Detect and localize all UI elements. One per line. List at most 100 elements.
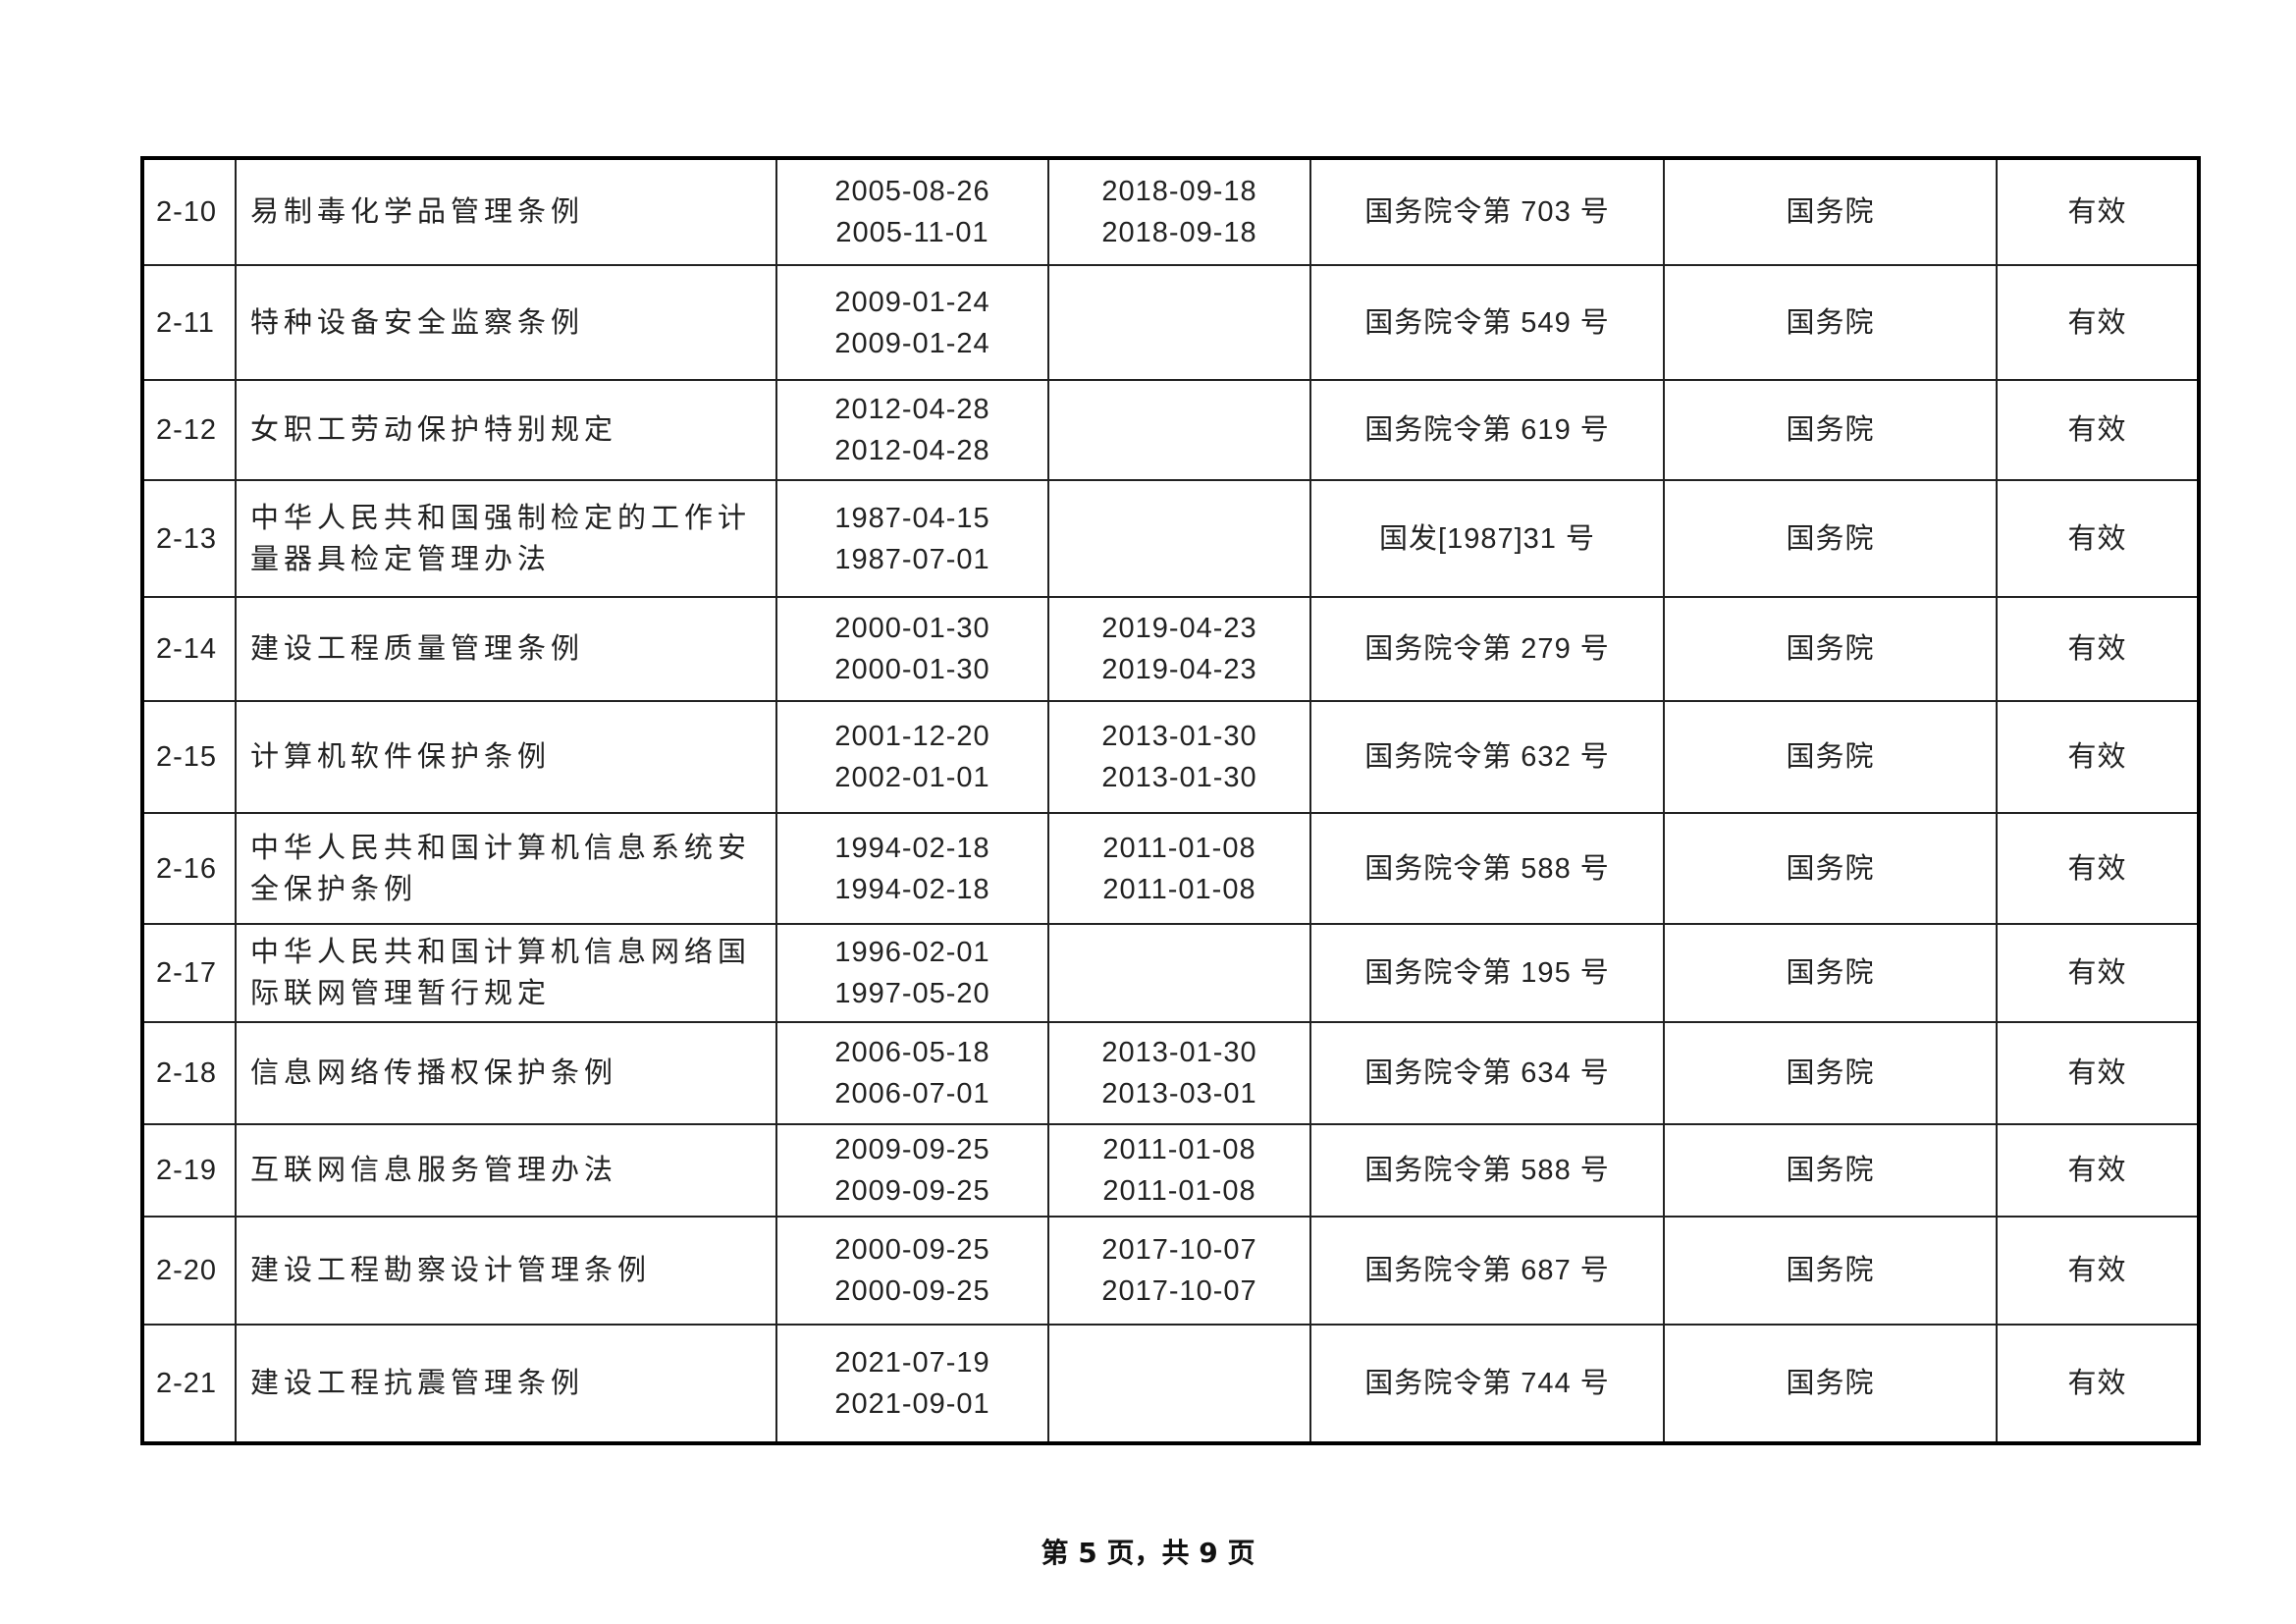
effective-date: 1997-05-20 — [834, 978, 990, 1009]
revision-dates — [1047, 1324, 1311, 1444]
table-row: 2-15 计算机软件保护条例 2001-12-20 2002-01-01 2013-01… — [141, 700, 2200, 814]
revision-effective-date: 2019-04-23 — [1101, 654, 1257, 685]
document-number: 国发[1987]31 号 — [1309, 479, 1665, 598]
table-row: 2-18 信息网络传播权保护条例 2006-05-18 2006-07-01 2013-… — [141, 1021, 2200, 1125]
issued-date: 1994-02-18 — [834, 832, 990, 864]
revision-date: 2018-09-18 — [1101, 176, 1257, 207]
issue-dates: 2005-08-26 2005-11-01 — [775, 157, 1049, 266]
row-number: 2-18 — [141, 1021, 237, 1125]
revision-dates — [1047, 479, 1311, 598]
revision-dates: 2018-09-18 2018-09-18 — [1047, 157, 1311, 266]
revision-date: 2019-04-23 — [1101, 613, 1257, 644]
row-number: 2-15 — [141, 700, 237, 814]
regulation-name: 建设工程质量管理条例 — [235, 596, 777, 702]
row-number: 2-14 — [141, 596, 237, 702]
revision-dates — [1047, 264, 1311, 381]
revision-effective-date: 2013-01-30 — [1101, 762, 1257, 793]
regulation-name: 易制毒化学品管理条例 — [235, 157, 777, 266]
effective-date: 2009-01-24 — [834, 327, 990, 359]
row-number: 2-11 — [141, 264, 237, 381]
issuing-authority: 国务院 — [1663, 923, 1998, 1023]
status: 有效 — [1996, 264, 2200, 381]
document-number: 国务院令第 195 号 — [1309, 923, 1665, 1023]
issuing-authority: 国务院 — [1663, 157, 1998, 266]
effective-date: 1994-02-18 — [834, 873, 990, 905]
revision-date: 2011-01-08 — [1102, 1134, 1256, 1165]
revision-dates: 2011-01-08 2011-01-08 — [1047, 1123, 1311, 1218]
status: 有效 — [1996, 812, 2200, 925]
issued-date: 2009-09-25 — [834, 1134, 990, 1165]
table-row: 2-19 互联网信息服务管理办法 2009-09-25 2009-09-25 2011-… — [141, 1123, 2200, 1218]
row-number: 2-20 — [141, 1216, 237, 1326]
revision-effective-date: 2017-10-07 — [1101, 1275, 1257, 1307]
table-row: 2-11 特种设备安全监察条例 2009-01-24 2009-01-24 国务院令第 … — [141, 264, 2200, 381]
issue-dates: 1996-02-01 1997-05-20 — [775, 923, 1049, 1023]
table-row: 2-17 中华人民共和国计算机信息网络国际联网管理暂行规定 1996-02-01 19… — [141, 923, 2200, 1023]
issue-dates: 2012-04-28 2012-04-28 — [775, 379, 1049, 481]
document-number: 国务院令第 687 号 — [1309, 1216, 1665, 1326]
row-number: 2-10 — [141, 157, 237, 266]
status: 有效 — [1996, 379, 2200, 481]
page-footer: 第 5 页，共 9 页 — [1041, 1537, 1255, 1569]
regulation-name: 中华人民共和国强制检定的工作计量器具检定管理办法 — [235, 479, 777, 598]
document-number: 国务院令第 549 号 — [1309, 264, 1665, 381]
issue-dates: 1994-02-18 1994-02-18 — [775, 812, 1049, 925]
document-number: 国务院令第 634 号 — [1309, 1021, 1665, 1125]
regulation-name: 互联网信息服务管理办法 — [235, 1123, 777, 1218]
issue-dates: 2021-07-19 2021-09-01 — [775, 1324, 1049, 1444]
document-number: 国务院令第 588 号 — [1309, 812, 1665, 925]
table-row: 2-20 建设工程勘察设计管理条例 2000-09-25 2000-09-25 2017… — [141, 1216, 2200, 1326]
status: 有效 — [1996, 596, 2200, 702]
status: 有效 — [1996, 1216, 2200, 1326]
table-row: 2-10 易制毒化学品管理条例 2005-08-26 2005-11-01 2018-0… — [141, 157, 2200, 266]
table-row: 2-14 建设工程质量管理条例 2000-01-30 2000-01-30 2019-0… — [141, 596, 2200, 702]
table-row: 2-21 建设工程抗震管理条例 2021-07-19 2021-09-01 国务院令第 … — [141, 1324, 2200, 1444]
issue-dates: 2009-01-24 2009-01-24 — [775, 264, 1049, 381]
regulation-name: 中华人民共和国计算机信息网络国际联网管理暂行规定 — [235, 923, 777, 1023]
regulation-name: 女职工劳动保护特别规定 — [235, 379, 777, 481]
issuing-authority: 国务院 — [1663, 700, 1998, 814]
issuing-authority: 国务院 — [1663, 1216, 1998, 1326]
issued-date: 2001-12-20 — [834, 721, 990, 752]
document-number: 国务院令第 744 号 — [1309, 1324, 1665, 1444]
revision-effective-date: 2018-09-18 — [1101, 217, 1257, 248]
revision-dates: 2013-01-30 2013-01-30 — [1047, 700, 1311, 814]
table-row: 2-16 中华人民共和国计算机信息系统安全保护条例 1994-02-18 1994-0… — [141, 812, 2200, 925]
effective-date: 2021-09-01 — [834, 1388, 990, 1420]
revision-dates — [1047, 379, 1311, 481]
effective-date: 2006-07-01 — [834, 1078, 990, 1110]
revision-dates: 2019-04-23 2019-04-23 — [1047, 596, 1311, 702]
regulations-table: 2-10 易制毒化学品管理条例 2005-08-26 2005-11-01 2018-0… — [140, 156, 2201, 1445]
issuing-authority: 国务院 — [1663, 1021, 1998, 1125]
issued-date: 2005-08-26 — [834, 176, 990, 207]
revision-date: 2017-10-07 — [1101, 1234, 1257, 1266]
revision-dates: 2017-10-07 2017-10-07 — [1047, 1216, 1311, 1326]
effective-date: 2009-09-25 — [834, 1175, 990, 1207]
issue-dates: 2000-01-30 2000-01-30 — [775, 596, 1049, 702]
effective-date: 2000-01-30 — [834, 654, 990, 685]
regulation-name: 计算机软件保护条例 — [235, 700, 777, 814]
status: 有效 — [1996, 479, 2200, 598]
revision-effective-date: 2011-01-08 — [1102, 1175, 1256, 1207]
revision-date: 2013-01-30 — [1101, 721, 1257, 752]
revision-date: 2011-01-08 — [1102, 832, 1256, 864]
revision-dates — [1047, 923, 1311, 1023]
status: 有效 — [1996, 1324, 2200, 1444]
effective-date: 1987-07-01 — [834, 543, 990, 575]
issue-dates: 2009-09-25 2009-09-25 — [775, 1123, 1049, 1218]
issuing-authority: 国务院 — [1663, 1324, 1998, 1444]
revision-effective-date: 2013-03-01 — [1101, 1078, 1257, 1110]
status: 有效 — [1996, 1123, 2200, 1218]
issued-date: 1987-04-15 — [834, 502, 990, 534]
effective-date: 2000-09-25 — [834, 1275, 990, 1307]
status: 有效 — [1996, 923, 2200, 1023]
issuing-authority: 国务院 — [1663, 379, 1998, 481]
row-number: 2-17 — [141, 923, 237, 1023]
effective-date: 2002-01-01 — [834, 762, 990, 793]
regulation-name: 中华人民共和国计算机信息系统安全保护条例 — [235, 812, 777, 925]
revision-date: 2013-01-30 — [1101, 1037, 1257, 1068]
row-number: 2-13 — [141, 479, 237, 598]
issuing-authority: 国务院 — [1663, 812, 1998, 925]
revision-effective-date: 2011-01-08 — [1102, 873, 1256, 905]
issued-date: 2000-09-25 — [834, 1234, 990, 1266]
